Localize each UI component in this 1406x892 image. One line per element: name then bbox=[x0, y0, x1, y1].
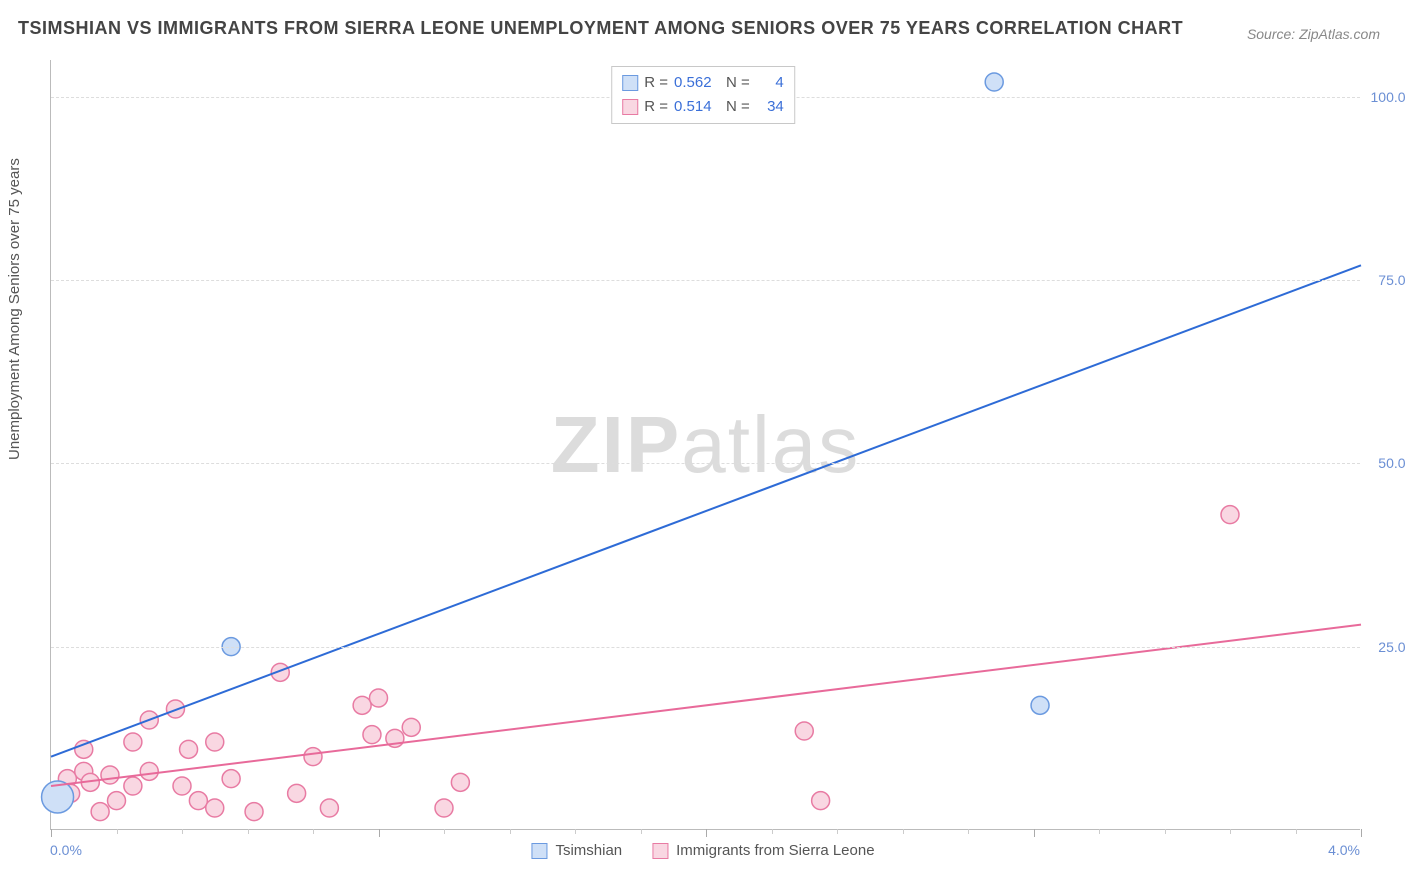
x-axis-min-label: 0.0% bbox=[50, 842, 82, 858]
y-tick-label: 75.0% bbox=[1378, 272, 1406, 288]
x-tick-minor bbox=[248, 829, 249, 834]
data-point-sierra_leone bbox=[353, 696, 371, 714]
r-value: 0.562 bbox=[674, 71, 720, 95]
data-point-sierra_leone bbox=[108, 792, 126, 810]
n-label: N = bbox=[726, 95, 750, 119]
chart-title: TSIMSHIAN VS IMMIGRANTS FROM SIERRA LEON… bbox=[18, 18, 1183, 39]
data-point-sierra_leone bbox=[812, 792, 830, 810]
x-tick-major bbox=[1361, 829, 1362, 837]
series-legend: Tsimshian Immigrants from Sierra Leone bbox=[531, 842, 874, 859]
x-tick-minor bbox=[575, 829, 576, 834]
y-tick-label: 25.0% bbox=[1378, 639, 1406, 655]
y-tick-label: 100.0% bbox=[1371, 89, 1406, 105]
r-label: R = bbox=[644, 71, 668, 95]
source-attribution: Source: ZipAtlas.com bbox=[1247, 26, 1380, 42]
legend-swatch bbox=[622, 99, 638, 115]
x-tick-minor bbox=[1165, 829, 1166, 834]
stats-legend-row: R =0.514N =34 bbox=[622, 95, 784, 119]
x-tick-minor bbox=[1296, 829, 1297, 834]
data-point-sierra_leone bbox=[189, 792, 207, 810]
data-point-tsimshian bbox=[985, 73, 1003, 91]
data-point-sierra_leone bbox=[795, 722, 813, 740]
x-tick-major bbox=[706, 829, 707, 837]
data-point-sierra_leone bbox=[124, 777, 142, 795]
data-point-sierra_leone bbox=[370, 689, 388, 707]
gridline-h bbox=[51, 463, 1360, 464]
trend-line-sierra_leone bbox=[51, 625, 1361, 786]
legend-swatch bbox=[652, 843, 668, 859]
x-tick-minor bbox=[903, 829, 904, 834]
data-point-sierra_leone bbox=[288, 784, 306, 802]
data-point-sierra_leone bbox=[101, 766, 119, 784]
data-point-sierra_leone bbox=[320, 799, 338, 817]
n-value: 4 bbox=[756, 71, 784, 95]
x-tick-minor bbox=[117, 829, 118, 834]
x-tick-minor bbox=[182, 829, 183, 834]
r-value: 0.514 bbox=[674, 95, 720, 119]
data-point-sierra_leone bbox=[222, 770, 240, 788]
x-tick-minor bbox=[968, 829, 969, 834]
series-legend-item: Immigrants from Sierra Leone bbox=[652, 842, 874, 859]
x-tick-minor bbox=[772, 829, 773, 834]
data-point-sierra_leone bbox=[140, 762, 158, 780]
x-tick-minor bbox=[510, 829, 511, 834]
x-tick-minor bbox=[1230, 829, 1231, 834]
y-axis-label: Unemployment Among Seniors over 75 years bbox=[6, 158, 23, 460]
data-point-sierra_leone bbox=[91, 803, 109, 821]
chart-svg bbox=[51, 60, 1360, 829]
x-tick-major bbox=[379, 829, 380, 837]
series-legend-item: Tsimshian bbox=[531, 842, 622, 859]
x-tick-minor bbox=[837, 829, 838, 834]
chart-container: TSIMSHIAN VS IMMIGRANTS FROM SIERRA LEON… bbox=[0, 0, 1406, 892]
series-legend-label: Tsimshian bbox=[555, 842, 622, 859]
series-legend-label: Immigrants from Sierra Leone bbox=[676, 842, 874, 859]
stats-legend: R =0.562N =4R =0.514N =34 bbox=[611, 66, 795, 124]
x-axis-max-label: 4.0% bbox=[1328, 842, 1360, 858]
gridline-h bbox=[51, 647, 1360, 648]
plot-area: ZIPatlas 25.0%50.0%75.0%100.0% bbox=[50, 60, 1360, 830]
x-tick-minor bbox=[1099, 829, 1100, 834]
data-point-sierra_leone bbox=[1221, 506, 1239, 524]
data-point-sierra_leone bbox=[451, 773, 469, 791]
x-tick-minor bbox=[641, 829, 642, 834]
y-tick-label: 50.0% bbox=[1378, 455, 1406, 471]
x-tick-major bbox=[1034, 829, 1035, 837]
data-point-sierra_leone bbox=[245, 803, 263, 821]
x-tick-major bbox=[51, 829, 52, 837]
data-point-sierra_leone bbox=[402, 718, 420, 736]
data-point-sierra_leone bbox=[206, 799, 224, 817]
data-point-sierra_leone bbox=[363, 726, 381, 744]
data-point-sierra_leone bbox=[206, 733, 224, 751]
x-tick-minor bbox=[444, 829, 445, 834]
data-point-sierra_leone bbox=[435, 799, 453, 817]
data-point-sierra_leone bbox=[180, 740, 198, 758]
x-tick-minor bbox=[313, 829, 314, 834]
data-point-sierra_leone bbox=[173, 777, 191, 795]
trend-line-tsimshian bbox=[51, 265, 1361, 756]
n-label: N = bbox=[726, 71, 750, 95]
n-value: 34 bbox=[756, 95, 784, 119]
stats-legend-row: R =0.562N =4 bbox=[622, 71, 784, 95]
data-point-sierra_leone bbox=[304, 748, 322, 766]
legend-swatch bbox=[531, 843, 547, 859]
gridline-h bbox=[51, 280, 1360, 281]
legend-swatch bbox=[622, 75, 638, 91]
r-label: R = bbox=[644, 95, 668, 119]
data-point-tsimshian bbox=[1031, 696, 1049, 714]
data-point-sierra_leone bbox=[124, 733, 142, 751]
